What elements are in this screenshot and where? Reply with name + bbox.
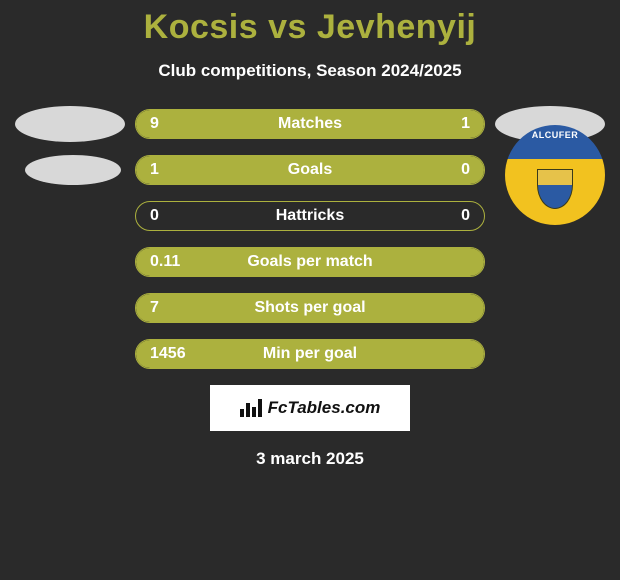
stat-row-shots-per-goal: 7 Shots per goal xyxy=(135,293,485,323)
comparison-card: Kocsis vs Jevhenyij Club competitions, S… xyxy=(0,0,620,580)
stat-bar: 0 Hattricks 0 xyxy=(135,201,485,231)
subtitle: Club competitions, Season 2024/2025 xyxy=(0,61,620,81)
stat-left-value: 1 xyxy=(150,161,159,179)
badge-top-text: ALCUFER xyxy=(505,130,605,140)
stat-row-min-per-goal: 1456 Min per goal xyxy=(135,339,485,369)
player-right-club-badge: ALCUFER xyxy=(505,125,605,225)
stat-row-goals: 1 Goals 0 ALCUFER xyxy=(135,155,485,185)
stat-label: Goals per match xyxy=(136,253,484,271)
stat-label: Matches xyxy=(136,115,484,133)
stat-bar: 7 Shots per goal xyxy=(135,293,485,323)
stat-label: Goals xyxy=(136,161,484,179)
stat-right-value: 1 xyxy=(461,115,470,133)
stat-right-value: 0 xyxy=(461,161,470,179)
stat-left-value: 0 xyxy=(150,207,159,225)
watermark-text: FcTables.com xyxy=(268,398,381,418)
stat-label: Min per goal xyxy=(136,345,484,363)
stat-left-value: 0.11 xyxy=(150,253,180,271)
stat-bar: 0.11 Goals per match xyxy=(135,247,485,277)
club-badge-icon: ALCUFER xyxy=(505,125,605,225)
stat-left-value: 7 xyxy=(150,299,159,317)
stat-label: Hattricks xyxy=(136,207,484,225)
ellipse-icon xyxy=(25,155,121,185)
fctables-watermark: FcTables.com xyxy=(210,385,410,431)
stat-bar: 9 Matches 1 xyxy=(135,109,485,139)
snapshot-date: 3 march 2025 xyxy=(0,449,620,469)
bar-chart-icon xyxy=(240,399,262,417)
page-title: Kocsis vs Jevhenyij xyxy=(0,8,620,47)
stat-row-goals-per-match: 0.11 Goals per match xyxy=(135,247,485,277)
ellipse-icon xyxy=(15,106,125,142)
stat-bar: 1456 Min per goal xyxy=(135,339,485,369)
stat-bar: 1 Goals 0 xyxy=(135,155,485,185)
stat-right-value: 0 xyxy=(461,207,470,225)
stat-row-matches: 9 Matches 1 xyxy=(135,109,485,139)
stat-label: Shots per goal xyxy=(136,299,484,317)
player-left-secondary-placeholder xyxy=(15,155,121,185)
stat-left-value: 1456 xyxy=(150,345,186,363)
stat-row-hattricks: 0 Hattricks 0 xyxy=(135,201,485,231)
stat-rows: 9 Matches 1 1 Goals 0 xyxy=(0,109,620,369)
stat-left-value: 9 xyxy=(150,115,159,133)
player-left-avatar-placeholder xyxy=(15,106,125,142)
